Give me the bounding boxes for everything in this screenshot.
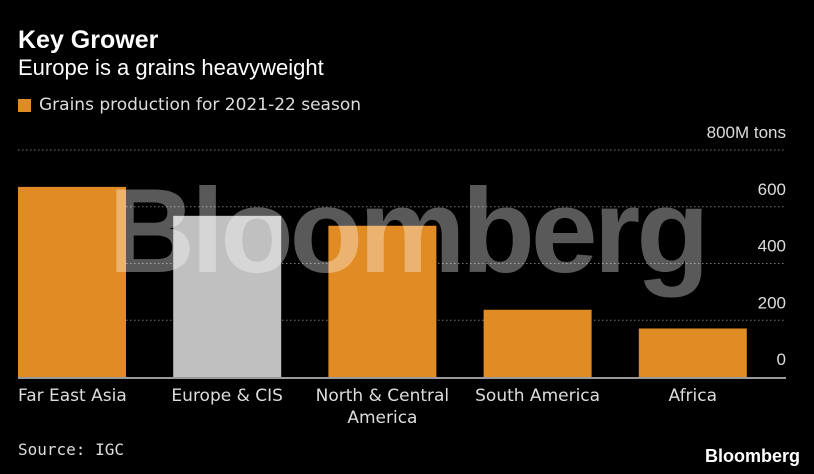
bar xyxy=(483,309,592,377)
bloomberg-watermark: Bloomberg xyxy=(108,164,705,298)
x-tick-label: South America xyxy=(475,386,600,406)
x-tick-label: Far East Asia xyxy=(18,386,127,406)
chart-title: Key Grower xyxy=(18,26,159,54)
legend: Grains production for 2021-22 season xyxy=(18,95,361,115)
x-tick-label: Europe & CIS xyxy=(171,386,283,406)
source-note: Source: IGC xyxy=(18,440,124,459)
bar xyxy=(638,328,747,377)
y-tick-label: 0 xyxy=(777,350,786,369)
legend-label: Grains production for 2021-22 season xyxy=(39,95,362,115)
y-tick-label: 400 xyxy=(758,237,786,256)
bar xyxy=(328,225,437,377)
x-tick-label: America xyxy=(347,408,417,428)
x-tick-label: Africa xyxy=(669,386,718,406)
legend-swatch xyxy=(18,98,31,112)
bloomberg-logo: Bloomberg xyxy=(704,446,800,466)
bar xyxy=(18,186,126,377)
chart-subtitle: Europe is a grains heavyweight xyxy=(18,55,324,80)
bar xyxy=(173,215,282,377)
y-tick-label: 600 xyxy=(758,180,786,199)
y-tick-label: 200 xyxy=(758,293,786,312)
y-tick-label: 800M tons xyxy=(707,123,786,142)
x-tick-label: North & Central xyxy=(316,386,450,406)
